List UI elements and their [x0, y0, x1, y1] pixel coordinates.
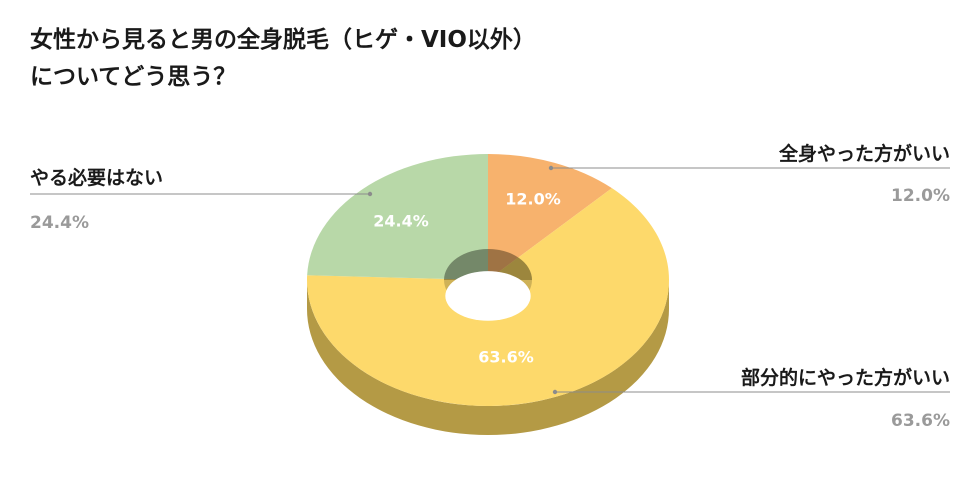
chart-title: 女性から見ると男の全身脱毛（ヒゲ・VIO以外） についてどう思う？ [30, 22, 536, 96]
slice-side-1 [307, 280, 669, 435]
slice-name-label-2: やる必要はない [30, 166, 163, 189]
slice-name-label-0: 全身やった方がいい [778, 142, 950, 165]
slice-pct-label-2: 24.4% [30, 213, 89, 233]
slice-pct-label-1: 63.6% [891, 411, 950, 431]
slice-top-0 [488, 154, 612, 280]
slice-value-label-1: 63.6% [478, 348, 534, 367]
slice-labels: 12.0% 全身やった方がいい 12.0% 63.6% 部分的にやった方がいい 63.6%… [30, 142, 950, 431]
chart-title-line-1: 女性から見ると男の全身脱毛（ヒゲ・VIO以外） [30, 27, 536, 53]
chart-title-line-2: についてどう思う？ [30, 64, 237, 90]
leader-dot-0 [548, 165, 554, 171]
hole-opening [445, 271, 531, 321]
slice-pct-label-0: 12.0% [891, 186, 950, 206]
slice-value-label-0: 12.0% [505, 190, 561, 209]
slice-name-label-1: 部分的にやった方がいい [741, 366, 950, 389]
leader-dot-2 [367, 191, 373, 197]
donut-hole [444, 249, 532, 321]
leader-lines [30, 165, 950, 395]
donut-sides [307, 280, 669, 435]
leader-dot-1 [552, 389, 558, 395]
slice-top-2 [307, 154, 488, 280]
slice-value-label-2: 24.4% [373, 212, 429, 231]
